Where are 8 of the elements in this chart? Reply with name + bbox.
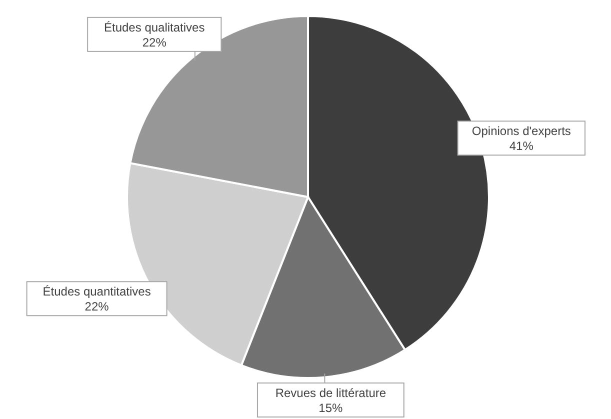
data-label: 15%	[318, 401, 344, 415]
slice-label: Études qualitatives	[104, 20, 205, 34]
data-label: 22%	[84, 300, 110, 314]
data-label: 22%	[142, 35, 167, 50]
data-label: 41%	[509, 139, 534, 154]
slice-label: Opinions d'experts	[472, 124, 571, 138]
slice-label: Études quantitatives	[42, 284, 151, 299]
slice-label: Revues de littérature	[275, 386, 386, 400]
